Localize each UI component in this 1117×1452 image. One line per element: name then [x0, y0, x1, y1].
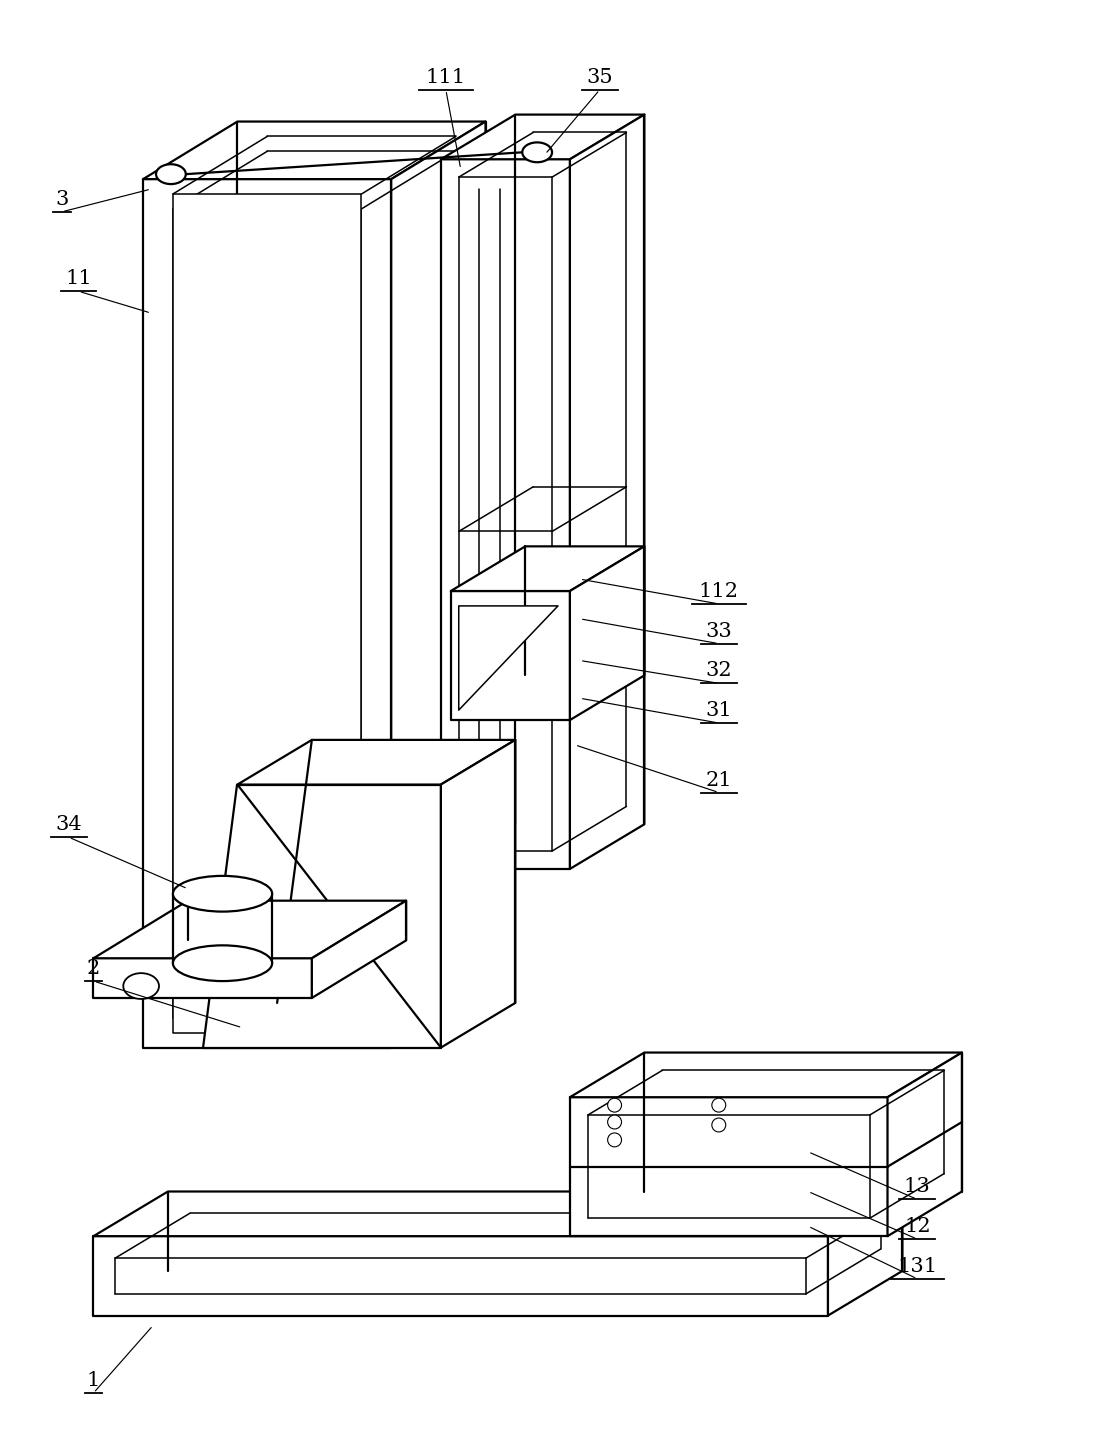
- Circle shape: [712, 1098, 726, 1112]
- Text: 35: 35: [586, 68, 613, 87]
- Text: 3: 3: [55, 190, 68, 209]
- Text: 1: 1: [87, 1371, 101, 1390]
- Ellipse shape: [156, 164, 185, 184]
- Circle shape: [712, 1118, 726, 1133]
- Text: 13: 13: [904, 1178, 930, 1196]
- Polygon shape: [94, 958, 312, 998]
- Polygon shape: [312, 900, 407, 998]
- Polygon shape: [451, 591, 570, 720]
- Polygon shape: [441, 115, 645, 160]
- Polygon shape: [173, 195, 362, 1032]
- Text: 32: 32: [706, 661, 732, 681]
- Polygon shape: [441, 160, 570, 868]
- Polygon shape: [459, 605, 558, 710]
- Text: 2: 2: [87, 960, 101, 979]
- Polygon shape: [570, 546, 645, 720]
- Text: 12: 12: [904, 1217, 930, 1236]
- Text: 11: 11: [65, 269, 92, 289]
- Text: 31: 31: [706, 701, 732, 720]
- Text: 34: 34: [56, 815, 82, 835]
- Polygon shape: [570, 1098, 888, 1236]
- Polygon shape: [143, 179, 391, 1047]
- Polygon shape: [94, 900, 407, 958]
- Polygon shape: [94, 1192, 903, 1236]
- Ellipse shape: [123, 973, 159, 999]
- Circle shape: [608, 1115, 621, 1130]
- Text: 21: 21: [706, 771, 732, 790]
- Polygon shape: [570, 1053, 962, 1098]
- Text: 111: 111: [426, 68, 466, 87]
- Ellipse shape: [523, 142, 552, 163]
- Text: 112: 112: [699, 582, 738, 601]
- Polygon shape: [143, 122, 486, 179]
- Polygon shape: [570, 115, 645, 868]
- Ellipse shape: [173, 945, 273, 982]
- Polygon shape: [451, 546, 645, 591]
- Polygon shape: [202, 784, 441, 1047]
- Polygon shape: [391, 122, 486, 1047]
- Polygon shape: [888, 1053, 962, 1236]
- Polygon shape: [238, 741, 515, 784]
- Polygon shape: [94, 1236, 828, 1316]
- Polygon shape: [441, 741, 515, 1047]
- Circle shape: [608, 1133, 621, 1147]
- Polygon shape: [828, 1192, 903, 1316]
- Text: 131: 131: [897, 1257, 937, 1276]
- Ellipse shape: [173, 876, 273, 912]
- Text: 33: 33: [706, 621, 732, 640]
- Circle shape: [608, 1098, 621, 1112]
